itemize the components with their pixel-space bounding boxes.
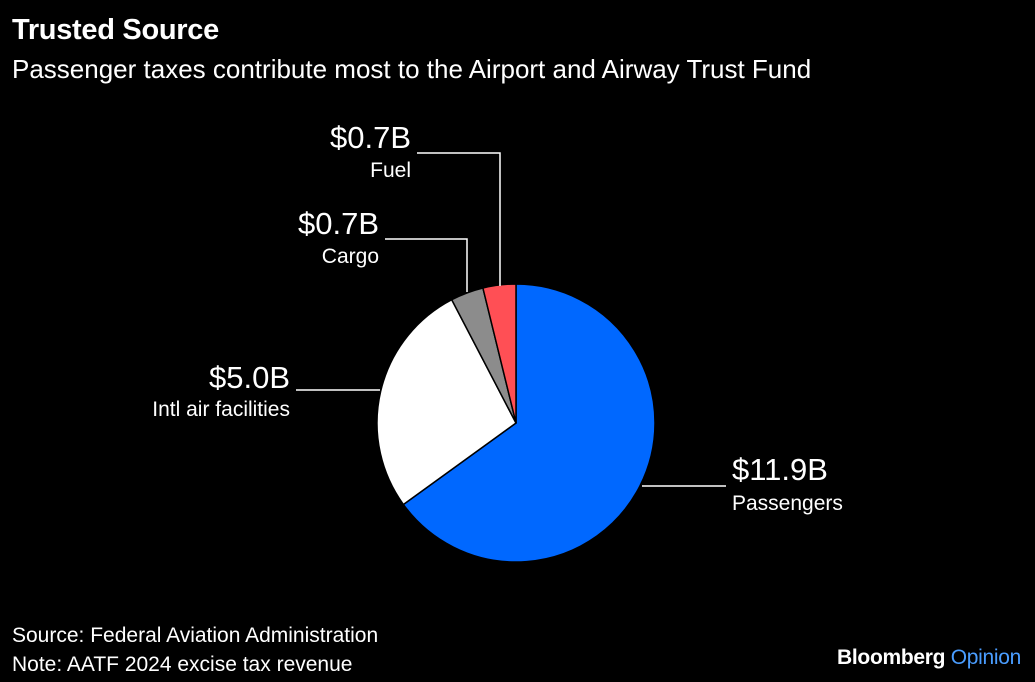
chart-subtitle: Passenger taxes contribute most to the A…	[12, 54, 812, 84]
slice-labels: $11.9B Passengers $5.0B Intl air facilities…	[152, 120, 843, 515]
brand-suffix: Opinion	[950, 646, 1022, 669]
brand-name: Bloomberg	[837, 646, 946, 669]
category-label-cargo: Cargo	[322, 245, 379, 268]
pie-slice-passengers	[402, 283, 656, 563]
category-label-intl-air-facilities: Intl air facilities	[152, 398, 290, 421]
value-label-passengers: $11.9B	[732, 452, 828, 487]
bloomberg-opinion-logo: Bloomberg Opinion	[837, 646, 1021, 670]
leader-line-fuel	[417, 152, 501, 286]
leader-line-cargo	[385, 238, 468, 292]
source-text: Source: Federal Aviation Administration	[12, 624, 379, 647]
value-label-fuel: $0.7B	[330, 120, 411, 155]
value-label-cargo: $0.7B	[298, 206, 379, 241]
category-label-passengers: Passengers	[732, 492, 843, 515]
category-label-fuel: Fuel	[370, 159, 411, 182]
pie-slice-intl-air-facilities	[376, 298, 517, 506]
note-text: Note: AATF 2024 excise tax revenue	[12, 653, 353, 676]
value-label-intl-air-facilities: $5.0B	[209, 360, 290, 395]
label-leaders	[296, 152, 726, 487]
pie-slices	[376, 283, 656, 563]
chart-title: Trusted Source	[12, 14, 219, 46]
footer-notes: Source: Federal Aviation Administration …	[12, 621, 378, 679]
